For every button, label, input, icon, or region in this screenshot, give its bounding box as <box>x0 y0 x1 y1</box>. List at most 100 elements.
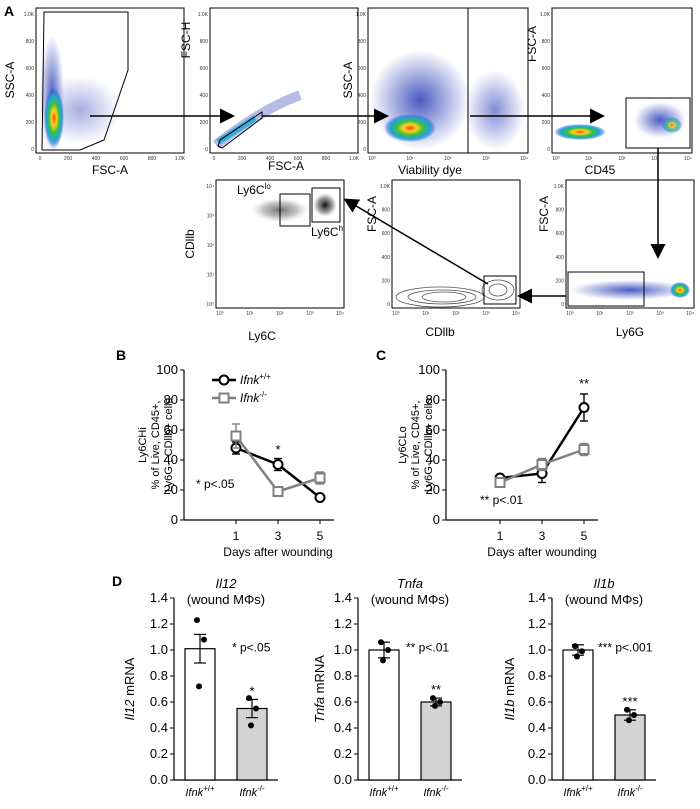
x-category-label-sup: -/- <box>635 784 643 793</box>
flow-y-tick: 200 <box>358 120 367 126</box>
y-tick-label: 40 <box>164 452 178 467</box>
y-tick-label: 0.2 <box>528 746 546 761</box>
replicate-point <box>246 695 252 702</box>
flow-y-tick: 1.0K <box>554 184 565 190</box>
flow-y-tick: 1.0K <box>380 184 391 190</box>
flow-y-tick: 600 <box>556 231 565 237</box>
panel-letter-d: D <box>112 573 122 589</box>
flow-x-tick: 10³ <box>651 156 659 162</box>
y-tick-label: 1.4 <box>334 590 352 605</box>
flow-gate <box>567 271 645 307</box>
flow-xlabel: CDllb <box>425 325 455 339</box>
x-category-label: Ifnk+/+ <box>369 784 399 799</box>
replicate-point <box>248 722 254 729</box>
y-tick-label: 0.8 <box>150 668 168 683</box>
legend-label-sup: +/+ <box>259 372 271 381</box>
y-axis-label-rest: mRNA <box>502 657 517 699</box>
y-tick-label: 100 <box>418 362 440 377</box>
flow-plot-cd45: FSC-A CD45 <box>525 7 693 177</box>
y-tick-label: 0.2 <box>150 746 168 761</box>
replicate-point <box>201 636 207 643</box>
flow-ylabel: FSC-A <box>537 196 551 232</box>
chart-title: Il12 <box>216 576 238 591</box>
replicate-point <box>380 657 386 664</box>
flow-y-tick: 1.0K <box>24 12 35 18</box>
y-tick-label: 0.0 <box>528 772 546 787</box>
flow-xlabel: FSC-A <box>268 159 304 173</box>
flow-y-tick: 10¹ <box>207 273 215 279</box>
gate-ly6c-hi <box>311 187 341 223</box>
flow-gate <box>483 275 517 305</box>
flow-y-tick: 800 <box>26 39 35 45</box>
flow-x-tick: 10⁰ <box>552 156 560 162</box>
y-tick-label: 0.8 <box>334 668 352 683</box>
data-point <box>536 459 548 470</box>
legend-label-sup: -/- <box>259 390 267 399</box>
flow-x-tick: 10¹ <box>585 156 593 162</box>
flow-x-tick: 10³ <box>482 311 490 317</box>
flow-y-tick: 200 <box>200 120 209 126</box>
flow-x-tick: 10¹ <box>596 311 604 317</box>
y-axis-label-gene: Il1b <box>502 699 517 720</box>
flow-x-tick: 10⁴ <box>684 156 692 162</box>
data-point <box>314 492 326 503</box>
data-point <box>578 444 590 455</box>
flow-x-tick: 10² <box>626 311 634 317</box>
flow-y-tick: 200 <box>542 120 551 126</box>
x-tick-label: 5 <box>317 529 324 543</box>
flow-x-tick: 10⁴ <box>512 311 520 317</box>
flow-x-tick: 10¹ <box>406 156 414 162</box>
x-tick-label: 1 <box>497 529 504 543</box>
flow-contours <box>395 279 515 308</box>
flow-y-tick: 0 <box>31 147 34 153</box>
bar <box>562 649 594 781</box>
significance-star: * <box>275 442 280 457</box>
y-axis-label: Tnfa mRNA <box>312 655 327 723</box>
flow-x-tick: 10⁴ <box>686 311 694 317</box>
x-category-label: Ifnk+/+ <box>185 784 215 799</box>
flow-plot-viability: SSC-A Viability dye <box>341 7 529 177</box>
replicate-point <box>579 648 585 655</box>
gate-ly6c-lo <box>279 193 311 227</box>
significance-note: ** p<.01 <box>480 493 523 507</box>
flow-y-tick: 1.0K <box>198 12 209 18</box>
y-tick-label: 1.4 <box>150 590 168 605</box>
y-tick-label: 0 <box>171 512 178 527</box>
y-tick-label: 1.4 <box>528 590 546 605</box>
flow-x-tick: 10² <box>276 311 284 317</box>
flow-x-tick: 600 <box>120 156 129 162</box>
flow-x-tick: 800 <box>322 156 331 162</box>
y-axis-label-gene: Il12 <box>122 699 137 721</box>
significance-star: * <box>249 683 254 698</box>
flow-ylabel: FSC-H <box>179 22 193 59</box>
x-category-label-sup: -/- <box>441 784 449 793</box>
flow-y-tick: 10² <box>207 243 215 249</box>
flow-y-tick: 0 <box>387 302 390 308</box>
x-category-label: Ifnk-/- <box>617 784 643 799</box>
legend-marker <box>218 374 230 386</box>
y-tick-label: 0 <box>433 512 440 527</box>
flow-y-tick: 200 <box>556 278 565 284</box>
y-tick-label: 0.4 <box>150 720 168 735</box>
y-tick-label: 60 <box>164 422 178 437</box>
chart-ly6clo: 0 20 40 60 80 100 1 3 5 Days after wounding Ly6CLo… <box>397 362 598 559</box>
flow-ylabel: FSC-A <box>365 196 379 232</box>
flow-x-tick: 10³ <box>482 156 490 162</box>
legend-label: Ifnk-/- <box>240 390 267 405</box>
y-tick-label: 1.0 <box>150 642 168 657</box>
x-tick-label: 1 <box>233 529 240 543</box>
flow-x-tick: 10¹ <box>246 311 254 317</box>
y-tick-label: 0.6 <box>150 694 168 709</box>
replicate-point <box>432 702 438 709</box>
flow-ylabel: CDllb <box>183 229 197 259</box>
flow-x-tick: 10² <box>618 156 626 162</box>
flow-plot-fsch-fsca: FSC-H FSC-A <box>179 7 359 173</box>
flow-gate <box>41 11 129 151</box>
flow-plot-ly6c: Ly6Clo Ly6Chi CDllb Ly6C <box>183 179 345 343</box>
bar <box>614 714 646 781</box>
flow-y-tick: 1.0K <box>540 12 551 18</box>
y-axis-label-rest: mRNA <box>312 655 327 697</box>
y-tick-label: 0.0 <box>150 772 168 787</box>
flow-y-tick: 600 <box>26 66 35 72</box>
